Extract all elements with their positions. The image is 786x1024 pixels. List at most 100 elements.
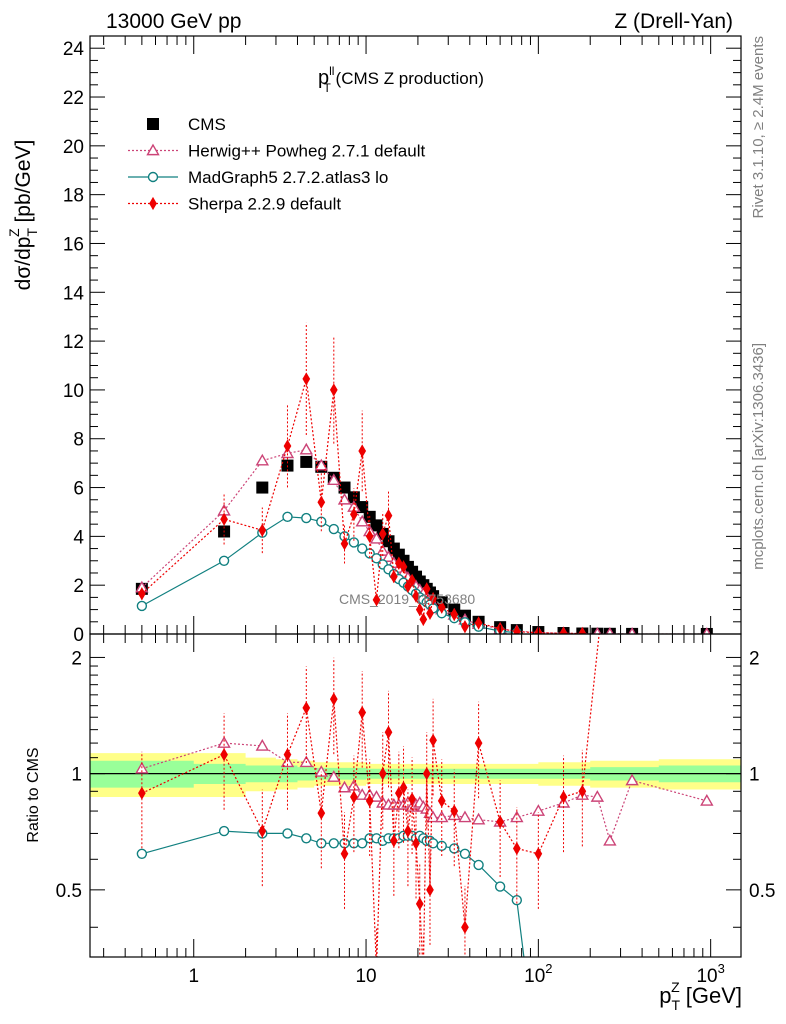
ratio-point-madgraph — [301, 833, 312, 844]
point-sherpa — [258, 523, 267, 537]
point-sherpa — [302, 372, 311, 386]
ratio-point-sherpa — [258, 824, 267, 838]
y-tick-label: 2 — [73, 576, 84, 597]
point-herwig — [369, 531, 384, 544]
ratio-point-herwig — [471, 812, 486, 825]
ratio-border — [89, 633, 742, 958]
header-left: 13000 GeV pp — [106, 10, 241, 33]
point-madgraph — [282, 511, 293, 523]
point-madgraph — [136, 600, 148, 612]
point-sherpa — [317, 495, 326, 509]
ratio-point-sherpa — [559, 790, 568, 804]
series-line-sherpa — [141, 378, 583, 634]
point-sherpa — [512, 624, 521, 634]
y-axis-label: dσ/dpTZ [pb/GeV] — [6, 140, 40, 291]
ratio-y-label: Ratio to CMS — [25, 747, 42, 842]
point-madgraph — [371, 553, 382, 564]
x-tick-label: 10 — [355, 966, 376, 987]
legend-label-herwig: Herwig++ Powheg 2.7.1 default — [188, 142, 425, 161]
ratio-point-herwig — [700, 793, 714, 806]
header-right: Z (Drell-Yan) — [614, 10, 733, 33]
point-sherpa — [399, 560, 408, 574]
point-cms — [256, 481, 269, 494]
ratio-point-sherpa — [534, 847, 543, 861]
ratio-point-madgraph — [473, 859, 484, 871]
ratio-tick-label-right: 1 — [749, 765, 760, 786]
ratio-series-group — [90, 634, 741, 957]
ratio-point-herwig — [327, 770, 341, 782]
ratio-point-sherpa — [399, 781, 408, 795]
ratio-point-madgraph — [494, 881, 506, 892]
ratio-point-sherpa — [415, 897, 424, 911]
point-cms — [338, 481, 351, 494]
point-sherpa — [415, 602, 424, 617]
point-herwig — [628, 627, 637, 634]
ratio-point-sherpa — [138, 786, 146, 800]
legend-label-madgraph: MadGraph5 2.7.2.atlas3 lo — [188, 168, 388, 187]
y-tick-label: 20 — [63, 137, 84, 158]
point-sherpa — [408, 573, 416, 587]
x-tick-label: 1 — [188, 966, 199, 987]
ratio-point-sherpa — [408, 792, 416, 806]
ratio-point-sherpa — [365, 794, 374, 808]
point-sherpa — [404, 579, 412, 594]
point-sherpa — [138, 587, 146, 601]
ratio-point-sherpa — [390, 834, 398, 848]
y-tick-label: 6 — [73, 479, 84, 500]
ratio-point-madgraph — [218, 825, 230, 837]
ratio-plot-area — [90, 634, 741, 957]
point-herwig — [381, 550, 396, 562]
y-tick-label: 12 — [63, 332, 84, 353]
point-sherpa — [429, 592, 437, 606]
ratio-point-sherpa — [329, 692, 338, 706]
point-sherpa — [384, 509, 393, 523]
legend: CMS Herwig++ Powheg 2.7.1 default MadGraph… — [128, 115, 425, 214]
ratio-point-herwig — [255, 738, 270, 751]
y-tick-label: 24 — [63, 39, 85, 60]
point-herwig — [702, 627, 711, 634]
plot-title-sub: T — [323, 81, 331, 95]
watermark: CMS_2019_I1753680 — [339, 591, 475, 607]
point-cms — [300, 455, 313, 468]
point-sherpa — [559, 626, 568, 634]
ratio-point-sherpa — [283, 748, 292, 762]
ratio-point-sherpa — [412, 836, 420, 850]
point-madgraph — [328, 523, 340, 535]
legend-marker-herwig — [146, 143, 160, 156]
ratio-point-herwig — [426, 810, 440, 823]
point-sherpa — [474, 616, 483, 630]
point-sherpa — [220, 512, 228, 526]
y-tick-label: 16 — [63, 234, 84, 255]
x-axis-label: pTZ [GeV] — [659, 979, 742, 1013]
point-sherpa — [450, 607, 459, 622]
point-sherpa — [461, 620, 469, 634]
point-madgraph — [301, 512, 312, 524]
x-tick-label: 102 — [524, 961, 552, 987]
point-sherpa — [419, 612, 428, 626]
ratio-point-sherpa — [350, 790, 358, 804]
ratio-point-sherpa — [302, 701, 311, 715]
ratio-point-sherpa — [358, 705, 367, 720]
ratio-point-sherpa — [404, 824, 412, 838]
ratio-point-herwig — [603, 833, 617, 846]
legend-label-cms: CMS — [188, 115, 226, 134]
ratio-point-madgraph — [328, 838, 340, 849]
point-herwig — [355, 514, 369, 527]
ratio-point-sherpa — [474, 736, 483, 750]
point-sherpa — [365, 529, 374, 543]
ratio-point-sherpa — [496, 815, 504, 829]
ratio-point-madgraph — [136, 848, 148, 859]
point-madgraph — [218, 555, 230, 566]
main-series-group — [135, 322, 713, 634]
point-herwig — [299, 442, 313, 455]
ratio-point-herwig — [590, 790, 605, 802]
ratio-point-herwig — [458, 810, 472, 823]
ratio-point-sherpa — [220, 748, 228, 762]
ratio-tick-label: 1 — [71, 765, 82, 786]
point-sherpa — [394, 556, 403, 570]
ratio-point-sherpa — [437, 794, 446, 808]
point-sherpa — [372, 593, 381, 607]
